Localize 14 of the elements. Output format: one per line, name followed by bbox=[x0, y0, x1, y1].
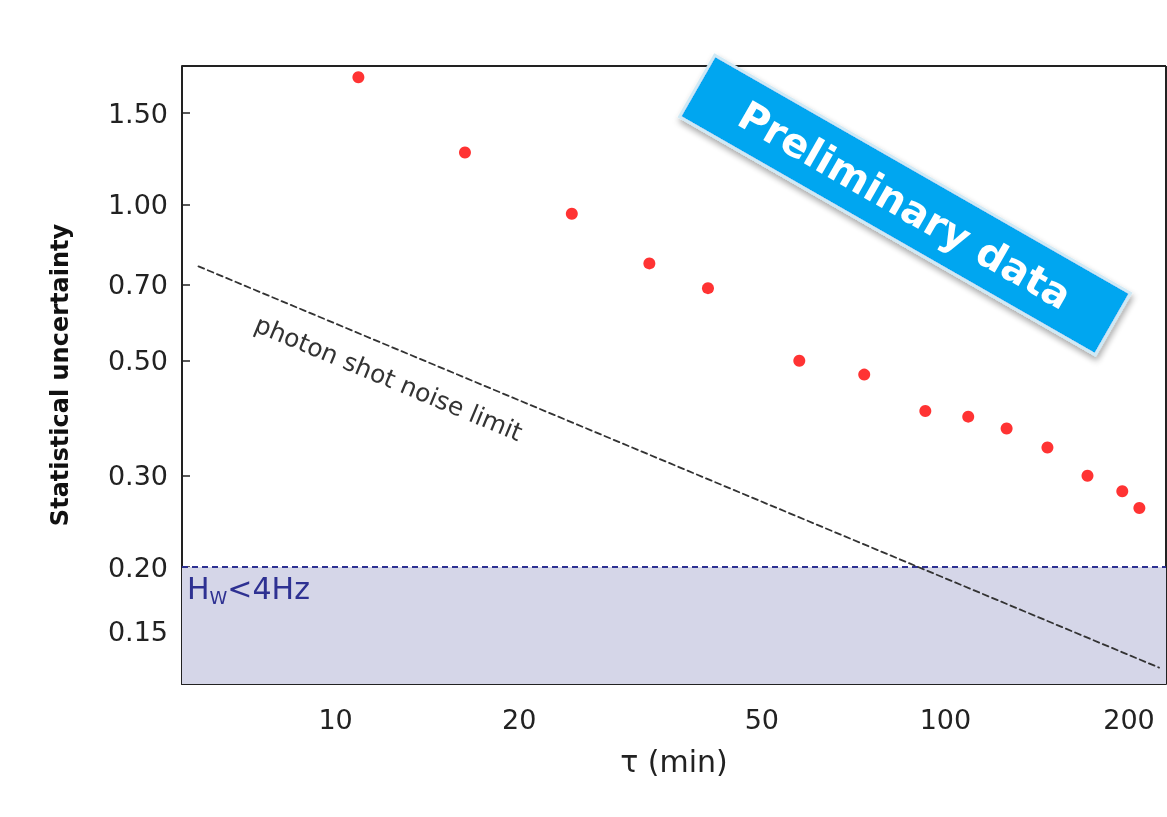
y-tick-label: 0.50 bbox=[107, 345, 168, 377]
y-axis-title: Statistical uncertainty bbox=[46, 223, 74, 527]
y-tick-label: 1.00 bbox=[107, 189, 168, 221]
y-tick-label: 1.50 bbox=[107, 97, 168, 129]
x-tick-label: 200 bbox=[1103, 704, 1155, 735]
y-tick-label: 0.15 bbox=[107, 616, 168, 648]
x-tick-label: 100 bbox=[919, 704, 972, 735]
x-tick-label: 10 bbox=[318, 704, 353, 735]
y-tick-label: 0.70 bbox=[107, 269, 168, 301]
y-tick-label: 0.20 bbox=[107, 551, 168, 583]
y-tick-label: 0.30 bbox=[107, 460, 168, 492]
x-axis-title: τ (min) bbox=[620, 743, 728, 779]
x-tick-label: 50 bbox=[744, 704, 779, 735]
x-tick-label: 20 bbox=[501, 704, 537, 735]
